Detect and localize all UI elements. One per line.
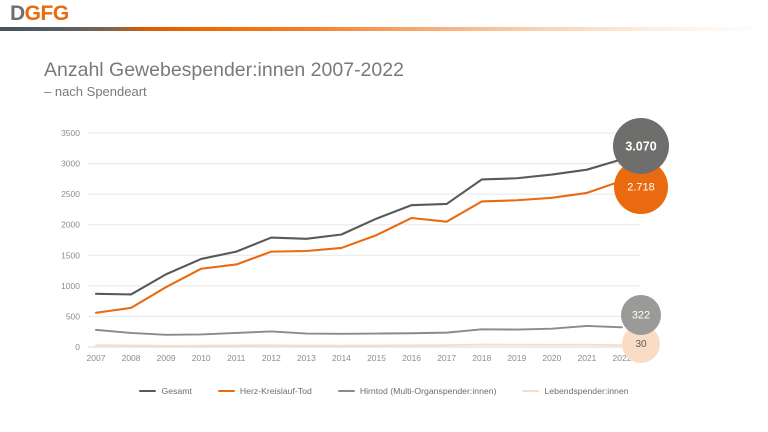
legend-item[interactable]: Gesamt bbox=[139, 386, 192, 396]
dgfg-logo: DGFG bbox=[10, 3, 69, 25]
svg-text:3500: 3500 bbox=[61, 128, 80, 138]
svg-text:2022: 2022 bbox=[613, 353, 632, 363]
svg-text:1500: 1500 bbox=[61, 250, 80, 260]
legend-swatch-icon bbox=[337, 389, 355, 393]
svg-text:2018: 2018 bbox=[472, 353, 491, 363]
svg-text:2017: 2017 bbox=[437, 353, 456, 363]
svg-text:2010: 2010 bbox=[192, 353, 211, 363]
page-title: Anzahl Gewebespender:innen 2007-2022 bbox=[44, 59, 404, 81]
logo-letter-f: F bbox=[40, 2, 54, 25]
svg-text:1000: 1000 bbox=[61, 281, 80, 291]
chart-legend: Gesamt Herz-Kreislauf-Tod Hirntod (Multi-O… bbox=[0, 383, 768, 399]
svg-text:2019: 2019 bbox=[507, 353, 526, 363]
svg-text:2012: 2012 bbox=[262, 353, 281, 363]
svg-text:0: 0 bbox=[75, 342, 80, 352]
legend-item[interactable]: Hirntod (Multi-Organspender:innen) bbox=[337, 386, 497, 396]
svg-text:2015: 2015 bbox=[367, 353, 386, 363]
legend-item[interactable]: Herz-Kreislauf-Tod bbox=[217, 386, 312, 396]
page-header: DGFG bbox=[0, 0, 768, 34]
legend-swatch-icon bbox=[139, 389, 157, 393]
svg-text:2007: 2007 bbox=[87, 353, 106, 363]
svg-text:2021: 2021 bbox=[577, 353, 596, 363]
legend-swatch-icon bbox=[217, 389, 235, 393]
logo-letter-g1: G bbox=[24, 2, 41, 25]
svg-text:3.070: 3.070 bbox=[625, 140, 656, 154]
svg-text:2016: 2016 bbox=[402, 353, 421, 363]
svg-text:30: 30 bbox=[635, 339, 647, 350]
svg-text:2500: 2500 bbox=[61, 189, 80, 199]
svg-text:2011: 2011 bbox=[227, 353, 246, 363]
legend-swatch-icon bbox=[522, 389, 540, 393]
logo-letter-d: D bbox=[10, 2, 25, 25]
svg-text:3000: 3000 bbox=[61, 159, 80, 169]
chart-series-lines bbox=[94, 158, 624, 347]
chart-x-axis-labels: 2007 2008 2009 2010 2011 2012 2013 2014 2015 2016… bbox=[87, 353, 632, 363]
title-block: Anzahl Gewebespender:innen 2007-2022 – n… bbox=[44, 58, 404, 100]
legend-item-label: Herz-Kreislauf-Tod bbox=[239, 386, 312, 396]
chart-y-axis-labels: 0 500 1000 1500 2000 2500 3000 3500 bbox=[61, 128, 80, 352]
svg-text:2013: 2013 bbox=[297, 353, 316, 363]
svg-text:2000: 2000 bbox=[61, 220, 80, 230]
logo-letter-g2: G bbox=[52, 2, 69, 25]
chart-value-bubbles: 30 322 2.718 3.070 bbox=[613, 118, 669, 363]
svg-text:322: 322 bbox=[632, 310, 650, 322]
svg-text:500: 500 bbox=[66, 311, 80, 321]
legend-item-label: Lebendspender:innen bbox=[544, 386, 629, 396]
header-gradient-bar bbox=[0, 27, 768, 31]
svg-text:2008: 2008 bbox=[122, 353, 141, 363]
legend-item[interactable]: Lebendspender:innen bbox=[522, 386, 629, 396]
svg-text:2009: 2009 bbox=[157, 353, 176, 363]
chart-container: 0 500 1000 1500 2000 2500 3000 3500 2007 2008 200… bbox=[0, 118, 768, 408]
legend-item-label: Hirntod (Multi-Organspender:innen) bbox=[359, 386, 497, 396]
svg-text:2.718: 2.718 bbox=[627, 182, 655, 194]
page-subtitle: – nach Spendeart bbox=[44, 84, 147, 99]
svg-text:2014: 2014 bbox=[332, 353, 351, 363]
legend-item-label: Gesamt bbox=[161, 386, 192, 396]
svg-text:2020: 2020 bbox=[542, 353, 561, 363]
